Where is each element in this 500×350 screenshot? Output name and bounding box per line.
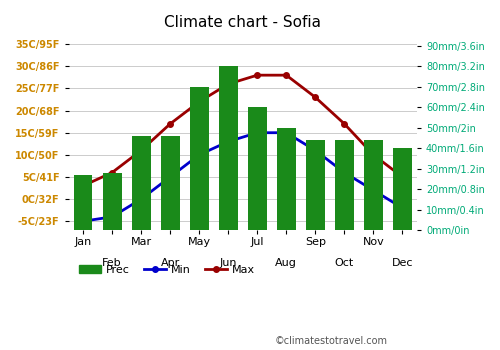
Bar (74, 175, 92, 230)
Bar (219, 66, 238, 230)
Text: ©climatestotravel.com: ©climatestotravel.com (275, 336, 388, 346)
Text: Dec: Dec (392, 258, 413, 268)
Bar (393, 148, 412, 230)
Text: Jun: Jun (220, 258, 237, 268)
Bar (306, 140, 325, 230)
Bar (335, 140, 354, 230)
Bar (132, 136, 150, 230)
Title: Climate chart - Sofia: Climate chart - Sofia (164, 15, 321, 30)
Bar (277, 128, 295, 230)
Text: Aug: Aug (276, 258, 297, 268)
Text: Oct: Oct (335, 258, 354, 268)
Text: Feb: Feb (102, 258, 122, 268)
Bar (190, 86, 208, 230)
Legend: Prec, Min, Max: Prec, Min, Max (74, 260, 260, 279)
Bar (160, 136, 180, 230)
Text: Apr: Apr (160, 258, 180, 268)
Bar (248, 107, 266, 230)
Bar (364, 140, 383, 230)
Bar (102, 173, 122, 230)
